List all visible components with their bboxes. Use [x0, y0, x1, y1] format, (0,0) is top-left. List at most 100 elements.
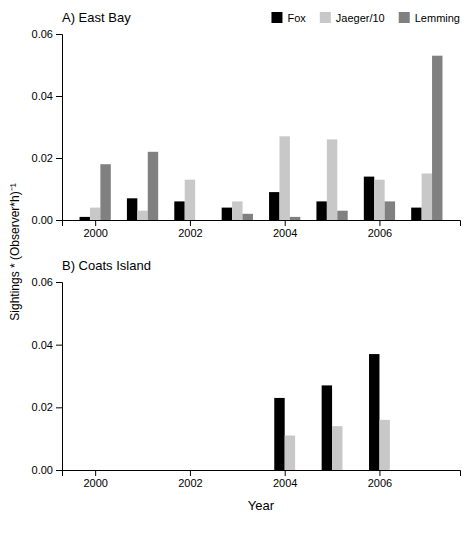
x-tick-mark: [285, 470, 286, 476]
bar: [285, 436, 295, 470]
bar: [227, 470, 237, 471]
x-tick-label: 2006: [368, 477, 392, 489]
y-tick: 0.06: [32, 276, 62, 288]
x-tick-label: 2006: [368, 227, 392, 239]
bar: [174, 201, 184, 220]
x-tick-label: 2004: [273, 477, 297, 489]
x-axis-title: Year: [248, 498, 275, 513]
y-tick-label: 0.00: [32, 464, 53, 476]
x-tick-mark: [95, 470, 96, 476]
y-tick-mark: [56, 96, 62, 97]
legend-item: Fox: [271, 12, 306, 24]
y-tick-label: 0.06: [32, 276, 53, 288]
bar: [337, 211, 347, 220]
bars: [274, 354, 390, 470]
x-tick: 2000: [83, 470, 107, 489]
bar: [369, 354, 379, 470]
x-tick-label: 2004: [273, 227, 297, 239]
y-axis-line: [56, 283, 63, 471]
bar: [374, 180, 384, 220]
bar: [185, 180, 195, 220]
y-tick-label: 0.02: [32, 401, 53, 413]
bar: [100, 164, 110, 220]
bar: [316, 201, 326, 220]
bar: [274, 398, 284, 470]
x-tick-label: 2000: [83, 227, 107, 239]
x-axis: 2000 2002 2004 2006: [63, 470, 461, 489]
legend-label: Jaeger/10: [336, 12, 385, 24]
panel: 2000 2002 2004 2006 0.00 0.02 0.04 0.06 B) Coats…: [32, 258, 461, 513]
bar: [148, 152, 158, 220]
x-axis: 2000 2002 2004 2006: [63, 220, 461, 239]
bar: [180, 470, 190, 471]
bar: [190, 470, 200, 471]
x-tick: 2006: [368, 220, 392, 239]
y-tick-mark: [56, 34, 62, 35]
x-tick: 2006: [368, 470, 392, 489]
x-tick-label: 2002: [178, 477, 202, 489]
bar: [364, 177, 374, 220]
bar: [269, 192, 279, 220]
y-tick-label: 0.00: [32, 214, 53, 226]
x-tick: 2004: [273, 220, 297, 239]
chart: 20002002200420060.000.020.040.06A) East …: [0, 0, 474, 539]
x-tick-mark: [285, 220, 286, 226]
x-tick-mark: [379, 220, 380, 226]
panel-title: B) Coats Island: [62, 258, 151, 273]
bar: [237, 470, 247, 471]
bar: [332, 426, 342, 470]
legend-label: Lemming: [415, 12, 460, 24]
y-tick-label: 0.04: [32, 90, 53, 102]
x-tick-label: 2000: [83, 477, 107, 489]
legend-item: Jaeger/10: [320, 12, 385, 24]
y-tick-mark: [56, 345, 62, 346]
x-tick-mark: [190, 220, 191, 226]
y-tick-mark: [56, 407, 62, 408]
y-axis: 0.00 0.02 0.04 0.06: [32, 28, 63, 226]
y-tick-mark: [56, 158, 62, 159]
x-axis-line: [63, 221, 461, 227]
y-tick: 0.04: [32, 339, 62, 351]
bar: [385, 201, 395, 220]
y-axis-line: [56, 35, 63, 221]
x-axis-line: [63, 471, 461, 477]
legend-swatch: [271, 12, 282, 23]
bar: [279, 136, 289, 220]
bar: [132, 470, 142, 471]
y-tick: 0.02: [32, 401, 62, 413]
bar: [127, 198, 137, 220]
bar: [195, 220, 205, 221]
x-tick: 2004: [273, 470, 297, 489]
bar: [327, 139, 337, 220]
legend-label: Fox: [287, 12, 306, 24]
y-tick: 0.00: [32, 464, 62, 476]
bar: [95, 470, 105, 471]
bar: [432, 56, 442, 220]
y-tick: 0.04: [32, 90, 62, 102]
x-tick: 2002: [178, 220, 202, 239]
bar: [137, 211, 147, 220]
x-tick-mark: [190, 470, 191, 476]
bar: [85, 470, 95, 471]
y-axis: 0.00 0.02 0.04 0.06: [32, 276, 63, 476]
y-tick-label: 0.04: [32, 339, 53, 351]
legend-item: Lemming: [399, 12, 460, 24]
panel-title: A) East Bay: [62, 10, 131, 25]
bar: [322, 385, 332, 470]
y-tick: 0.02: [32, 152, 62, 164]
y-tick-label: 0.02: [32, 152, 53, 164]
bar: [222, 208, 232, 220]
bar: [243, 214, 253, 220]
bar: [416, 470, 426, 471]
x-tick-mark: [95, 220, 96, 226]
bars: [80, 56, 443, 220]
legend-swatch: [320, 12, 331, 23]
bar: [411, 208, 421, 220]
x-tick: 2000: [83, 220, 107, 239]
x-tick-mark: [379, 470, 380, 476]
bar: [143, 470, 153, 471]
bar: [422, 174, 432, 221]
bar: [427, 470, 437, 471]
y-tick-mark: [56, 220, 62, 221]
y-tick: 0.06: [32, 28, 62, 40]
